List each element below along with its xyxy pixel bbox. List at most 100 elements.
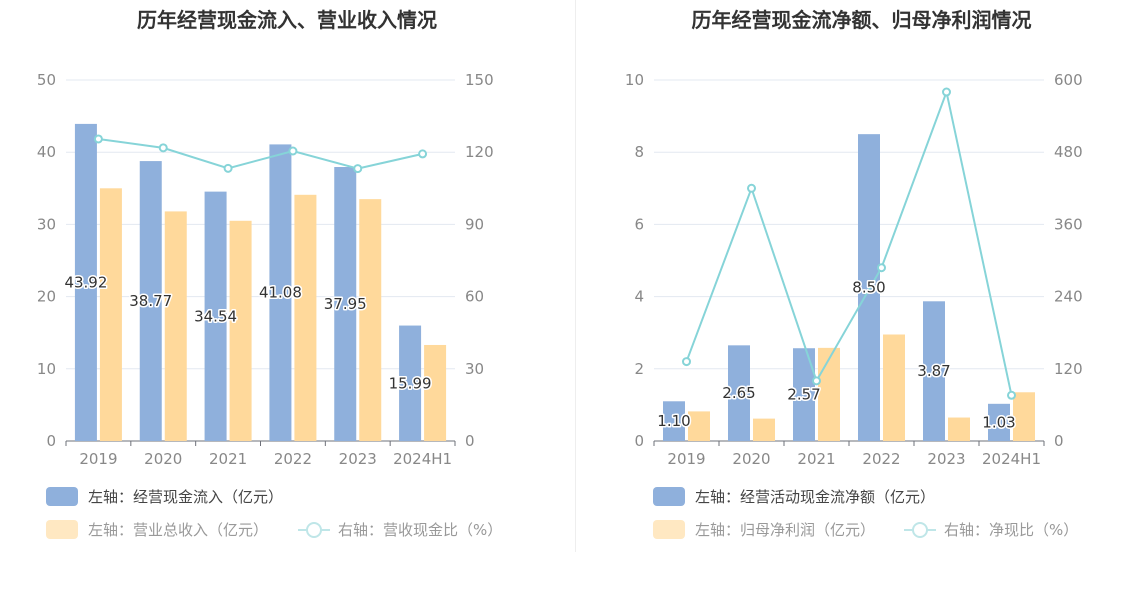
bar-secondary [818,347,840,441]
y-tick-label-left: 30 [37,215,56,233]
y-tick-label-right: 60 [465,288,484,306]
bar-secondary [164,211,187,441]
line-point [877,263,886,273]
y-tick-label-right: 240 [1054,288,1083,306]
x-tick-label: 2021 [209,450,247,468]
bar-primary [728,345,750,441]
y-tick-label-left: 8 [634,143,644,161]
data-label: 8.50 [852,279,885,297]
line-point [418,149,428,159]
bar-secondary [883,334,905,441]
bar-secondary [753,418,775,441]
data-label: 38.77 [129,292,172,310]
data-label: 1.10 [657,412,690,430]
legend-label: 左轴：经营活动现金流净额（亿元） [695,488,936,506]
legend-label: 右轴：净现比（%） [944,521,1079,539]
bar-primary [204,191,227,441]
legend-item-cash-inflow[interactable]: 左轴：经营现金流入（亿元） [46,486,283,507]
x-tick-label: 2023 [339,450,377,468]
bar-primary [663,401,685,441]
y-tick-label-right: 0 [1054,432,1064,450]
y-tick-label-right: 120 [1054,360,1083,378]
bar-primary [74,123,97,442]
x-tick-label: 2022 [274,450,312,468]
bar-primary [793,348,815,441]
bar-primary [269,144,292,441]
chart-plot: 0 0 2 120 4 240 6 360 8 480 10 600 2019 2020 2021 2022 2… [625,71,1083,468]
bar-secondary [294,194,317,441]
x-tick-label: 2019 [667,450,705,468]
x-tick-label: 2023 [927,450,965,468]
y-tick-label-right: 600 [1054,71,1083,89]
bar-secondary [359,199,382,441]
bar-secondary [99,188,122,441]
bar-secondary [688,411,710,441]
y-tick-label-right: 90 [465,215,484,233]
line-point [158,143,168,153]
legend-line-icon [298,520,330,539]
bar-primary [139,161,162,441]
y-tick-label-right: 30 [465,360,484,378]
bar-secondary [948,417,970,441]
legend-label: 左轴：经营现金流入（亿元） [88,488,284,506]
line-point [353,164,363,174]
line-point [812,376,821,386]
legend-item-net-cash-flow[interactable]: 左轴：经营活动现金流净额（亿元） [653,486,935,507]
chart-panel-left: 历年经营现金流入、营业收入情况 0 0 10 30 20 60 30 90 40 120 50 150… [37,8,502,540]
data-label: 15.99 [389,374,432,392]
panel-divider [575,0,576,552]
bar-primary [399,325,422,441]
x-tick-label: 2019 [79,450,117,468]
chart-title: 历年经营现金流净额、归母净利润情况 [691,8,1032,32]
legend-label: 左轴：营业总收入（亿元） [88,521,269,539]
data-label: 41.08 [259,284,302,302]
bar-primary [923,301,945,441]
data-label: 2.65 [722,384,755,402]
data-label: 1.03 [982,413,1015,431]
chart-plot: 0 0 10 30 20 60 30 90 40 120 50 150 2019 2020 2021 2022… [37,71,494,468]
line-point [223,163,233,173]
legend-item-revenue[interactable]: 左轴：营业总收入（亿元） [46,519,268,540]
bar-secondary [424,344,447,441]
data-label: 43.92 [64,273,107,291]
x-tick-label: 2024H1 [982,450,1041,468]
y-tick-label-left: 20 [37,288,56,306]
data-label: 3.87 [917,362,950,380]
bar-secondary [229,220,252,441]
y-tick-label-left: 4 [634,288,644,306]
legend-item-cash-revenue-ratio[interactable]: 右轴：营收现金比（%） [298,519,502,540]
y-tick-label-left: 50 [37,71,56,89]
legend-item-net-cash-ratio[interactable]: 右轴：净现比（%） [904,519,1078,540]
y-tick-label-left: 6 [634,215,644,233]
line-point [942,87,951,97]
y-tick-label-left: 2 [634,360,644,378]
ratio-line [685,88,1013,396]
bar-primary [334,167,357,441]
bar-secondary [1013,392,1035,441]
y-tick-label-right: 150 [465,71,494,89]
x-tick-label: 2022 [862,450,900,468]
legend-item-net-profit[interactable]: 左轴：归母净利润（亿元） [653,519,875,540]
legend-swatch [653,487,685,506]
line-point [747,183,756,193]
x-tick-label: 2021 [797,450,835,468]
x-tick-label: 2020 [732,450,770,468]
y-tick-label-right: 480 [1054,143,1083,161]
y-tick-label-left: 40 [37,143,56,161]
legend-label: 左轴：归母净利润（亿元） [695,521,876,539]
y-tick-label-left: 10 [37,360,56,378]
legend-swatch [46,487,78,506]
y-tick-label-right: 120 [465,143,494,161]
y-tick-label-left: 0 [634,432,644,450]
line-point [93,134,103,144]
data-label: 2.57 [787,386,820,404]
legend-swatch [46,520,78,539]
y-tick-label-right: 360 [1054,215,1083,233]
line-point [288,146,298,156]
data-label: 37.95 [324,295,367,313]
ratio-line [98,137,423,170]
y-tick-label-right: 0 [465,432,475,450]
y-tick-label-left: 10 [625,71,644,89]
chart-title: 历年经营现金流入、营业收入情况 [137,8,437,32]
legend-line-icon [904,520,936,539]
